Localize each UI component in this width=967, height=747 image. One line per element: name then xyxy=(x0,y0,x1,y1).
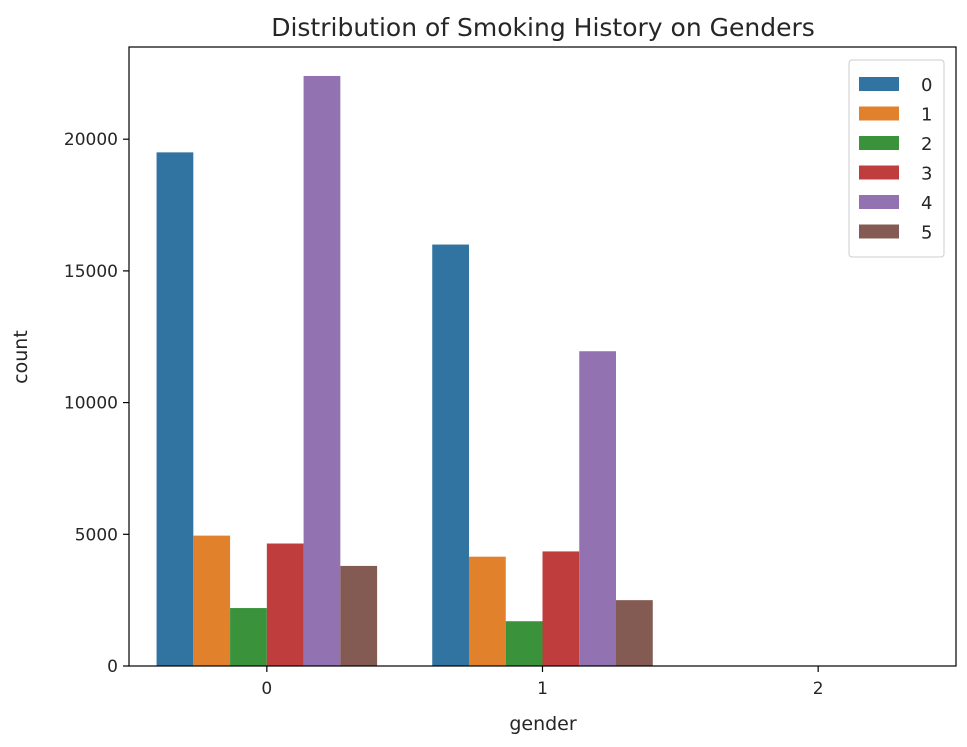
plot-frame xyxy=(128,46,957,667)
bar-gender-0-series-3 xyxy=(266,543,304,666)
bar-gender-0-series-1 xyxy=(193,535,231,666)
bar-gender-1-series-1 xyxy=(468,556,506,666)
bar-gender-1-series-2 xyxy=(505,621,543,666)
y-tick-label: 20000 xyxy=(64,130,118,150)
legend-label-5: 5 xyxy=(921,223,932,244)
legend-swatch-2 xyxy=(859,136,899,150)
y-tick-label: 0 xyxy=(107,657,118,677)
bar-gender-0-series-5 xyxy=(340,565,378,666)
y-axis-label: count xyxy=(10,330,32,384)
legend: 0 1 2 3 4 5 xyxy=(848,59,945,258)
bar-gender-0-series-4 xyxy=(303,75,341,666)
bar-gender-1-series-0 xyxy=(432,244,469,666)
bar-gender-1-series-3 xyxy=(542,551,580,666)
bars-group xyxy=(156,75,653,667)
legend-swatch-4 xyxy=(859,195,899,209)
y-tick-label: 5000 xyxy=(75,525,118,545)
bar-gender-1-series-5 xyxy=(616,600,653,666)
legend-swatch-0 xyxy=(859,77,899,91)
bar-gender-0-series-0 xyxy=(156,152,194,667)
legend-label-2: 2 xyxy=(921,134,932,155)
legend-label-0: 0 xyxy=(921,75,932,96)
legend-label-1: 1 xyxy=(921,105,932,126)
x-tick-label: 2 xyxy=(813,679,824,699)
legend-swatch-3 xyxy=(859,165,899,180)
legend-swatch-1 xyxy=(859,106,899,121)
y-tick-label: 15000 xyxy=(64,262,118,282)
y-tick-label: 10000 xyxy=(64,394,118,414)
legend-swatch-5 xyxy=(859,224,899,239)
x-axis: 0 1 2 xyxy=(261,666,824,699)
x-tick-label: 0 xyxy=(261,679,272,699)
bar-gender-0-series-2 xyxy=(230,608,267,666)
bar-gender-1-series-4 xyxy=(579,351,617,666)
legend-label-4: 4 xyxy=(921,193,932,214)
x-tick-label: 1 xyxy=(537,679,548,699)
y-axis: 0 5000 10000 15000 20000 xyxy=(64,130,129,677)
x-axis-label: gender xyxy=(509,713,577,735)
legend-label-3: 3 xyxy=(921,164,932,185)
chart-title: Distribution of Smoking History on Gende… xyxy=(271,13,815,42)
